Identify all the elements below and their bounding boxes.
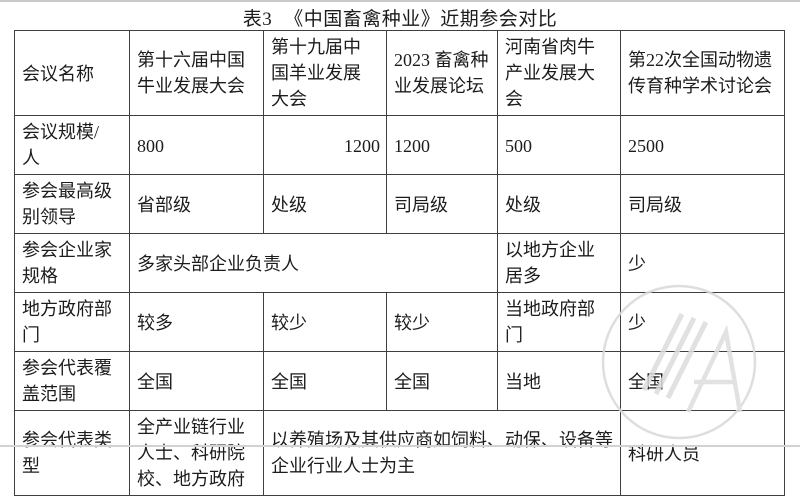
row-label: 参会企业家规格	[22, 240, 112, 286]
data-cell: 1200	[386, 115, 498, 175]
data-cell: 全国	[386, 351, 498, 411]
cell-value: 多家头部企业负责人	[137, 253, 299, 274]
table-caption: 表3 《中国畜禽种业》近期参会对比	[0, 4, 800, 31]
cell-value: 800	[137, 135, 164, 156]
header-cell-seed-forum: 2023 畜禽种业发展论坛	[386, 30, 498, 116]
cell-value: 省部级	[137, 194, 191, 215]
header-label: 河南省肉牛产业发展大会	[505, 37, 595, 109]
conference-comparison-table: 会议名称 第十六届中国牛业发展大会 第十九届中国羊业发展大会 2023 畜禽种业…	[14, 30, 785, 496]
cell-value: 少	[628, 312, 646, 333]
cell-value: 处级	[271, 194, 307, 215]
data-cell: 全产业链行业人士、科研院校、地方政府	[129, 410, 264, 496]
header-cell-cattle-conference: 第十六届中国牛业发展大会	[129, 30, 264, 116]
cell-value: 以养殖场及其供应商如饲料、动保、设备等企业行业人士为主	[271, 430, 613, 476]
data-cell: 1200	[263, 115, 387, 175]
table-caption-number: 表3	[242, 9, 273, 30]
cell-value: 全国	[137, 371, 173, 392]
cell-value: 当地政府部门	[505, 299, 595, 345]
row-label-cell: 地方政府部门	[14, 292, 130, 352]
cell-value: 较少	[271, 312, 307, 333]
header-cell-meeting-name: 会议名称	[14, 30, 130, 116]
header-row: 会议名称 第十六届中国牛业发展大会 第十九届中国羊业发展大会 2023 畜禽种业…	[14, 30, 785, 116]
data-cell: 处级	[497, 174, 621, 234]
cell-value: 全国	[394, 371, 430, 392]
cell-value: 较少	[394, 312, 430, 333]
cell-value: 1200	[394, 135, 430, 156]
data-cell: 较多	[129, 292, 264, 352]
cell-value: 少	[628, 253, 646, 274]
data-cell: 全国	[263, 351, 387, 411]
data-cell: 较少	[386, 292, 498, 352]
row-label-cell: 参会代表覆盖范围	[14, 351, 130, 411]
data-cell: 以地方企业居多	[497, 233, 621, 293]
row-scale: 会议规模/人 800 1200 1200 500 2500	[14, 115, 785, 175]
data-cell: 当地政府部门	[497, 292, 621, 352]
header-cell-sheep-conference: 第十九届中国羊业发展大会	[263, 30, 387, 116]
data-cell: 科研人员	[620, 410, 785, 496]
cell-value: 全产业链行业人士、科研院校、地方政府	[137, 417, 245, 489]
row-label-cell: 参会代表类型	[14, 410, 130, 496]
cell-value: 全国	[628, 371, 664, 392]
row-label-cell: 参会企业家规格	[14, 233, 130, 293]
header-label: 第十九届中国羊业发展大会	[271, 37, 361, 109]
row-label: 会议规模/人	[22, 122, 100, 168]
data-cell: 少	[620, 233, 785, 293]
cell-value: 当地	[505, 371, 541, 392]
data-cell: 500	[497, 115, 621, 175]
cell-value: 1200	[344, 135, 380, 156]
row-label-cell: 会议规模/人	[14, 115, 130, 175]
header-label: 会议名称	[22, 63, 94, 84]
page-bottom-divider	[0, 445, 800, 447]
data-cell: 较少	[263, 292, 387, 352]
header-cell-henan-beef-conference: 河南省肉牛产业发展大会	[497, 30, 621, 116]
header-label: 2023 畜禽种业发展论坛	[394, 50, 489, 96]
data-cell: 省部级	[129, 174, 264, 234]
data-cell: 司局级	[386, 174, 498, 234]
header-cell-genetics-symposium: 第22次全国动物遗传育种学术讨论会	[620, 30, 785, 116]
row-label: 地方政府部门	[22, 299, 112, 345]
row-top-leaders: 参会最高级别领导 省部级 处级 司局级 处级 司局级	[14, 174, 785, 234]
data-cell: 司局级	[620, 174, 785, 234]
data-cell: 2500	[620, 115, 785, 175]
data-cell: 少	[620, 292, 785, 352]
page-top-divider	[0, 0, 800, 2]
row-coverage: 参会代表覆盖范围 全国 全国 全国 当地 全国	[14, 351, 785, 411]
row-local-government: 地方政府部门 较多 较少 较少 当地政府部门 少	[14, 292, 785, 352]
cell-value: 较多	[137, 312, 173, 333]
row-label-cell: 参会最高级别领导	[14, 174, 130, 234]
data-cell: 800	[129, 115, 264, 175]
row-label: 参会代表类型	[22, 430, 112, 476]
data-cell: 处级	[263, 174, 387, 234]
data-cell: 当地	[497, 351, 621, 411]
row-delegate-type: 参会代表类型 全产业链行业人士、科研院校、地方政府 以养殖场及其供应商如饲料、动…	[14, 410, 785, 496]
header-label: 第十六届中国牛业发展大会	[137, 50, 245, 96]
cell-value: 全国	[271, 371, 307, 392]
data-cell: 全国	[620, 351, 785, 411]
cell-value: 司局级	[628, 194, 682, 215]
cell-value: 500	[505, 135, 532, 156]
row-label: 参会最高级别领导	[22, 181, 112, 227]
header-label: 第22次全国动物遗传育种学术讨论会	[628, 50, 772, 96]
data-cell: 全国	[129, 351, 264, 411]
cell-value: 处级	[505, 194, 541, 215]
data-cell-merged: 多家头部企业负责人	[129, 233, 498, 293]
table-caption-text: 《中国畜禽种业》近期参会对比	[284, 9, 558, 30]
row-entrepreneurs: 参会企业家规格 多家头部企业负责人 以地方企业居多 少	[14, 233, 785, 293]
row-label: 参会代表覆盖范围	[22, 358, 112, 404]
cell-value: 2500	[628, 135, 664, 156]
cell-value: 司局级	[394, 194, 448, 215]
cell-value: 以地方企业居多	[505, 240, 595, 286]
data-cell-merged: 以养殖场及其供应商如饲料、动保、设备等企业行业人士为主	[263, 410, 621, 496]
